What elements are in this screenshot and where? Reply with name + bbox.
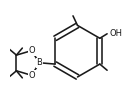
Text: O: O (28, 71, 35, 80)
Text: B: B (37, 59, 42, 67)
Text: O: O (28, 46, 35, 55)
Text: OH: OH (110, 29, 123, 38)
